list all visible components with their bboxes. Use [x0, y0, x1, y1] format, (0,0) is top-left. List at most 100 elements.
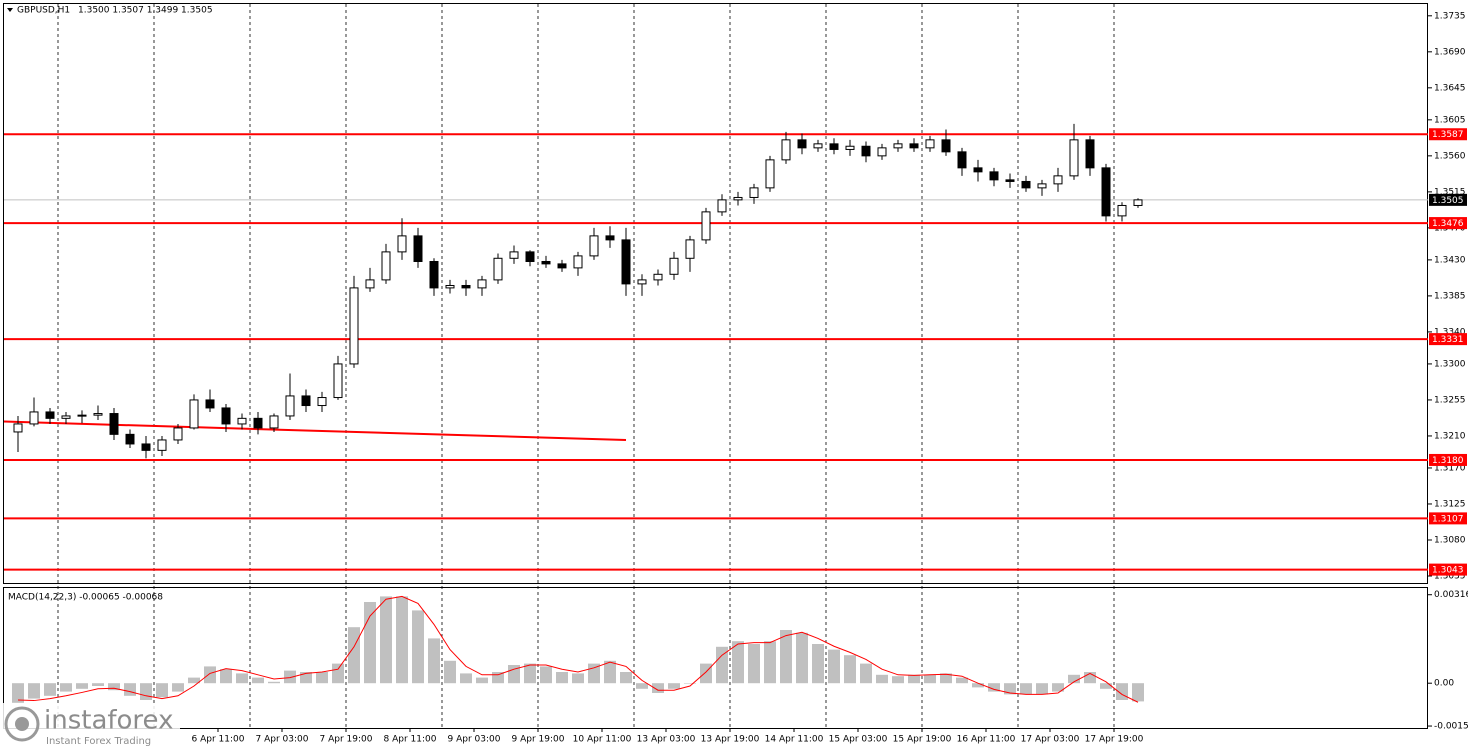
macd-bar — [716, 646, 728, 684]
y-tick-label: 1.3340 — [1434, 327, 1466, 337]
candle-body — [1101, 167, 1111, 217]
candle-body — [77, 414, 87, 417]
candle-body — [381, 251, 391, 281]
macd-bar — [284, 670, 296, 684]
candle-body — [813, 143, 823, 149]
candle-body — [461, 284, 471, 289]
macd-bar — [988, 683, 1000, 692]
y-tick-label: 1.3515 — [1434, 187, 1466, 197]
macd-bar — [316, 672, 328, 684]
logo-icon — [4, 706, 40, 742]
candle-body — [445, 284, 455, 289]
logo-icon-core — [15, 717, 29, 731]
x-tick-label: 8 Apr 11:00 — [384, 735, 437, 745]
candle-body — [733, 196, 743, 201]
x-tick-label: 6 Apr 11:00 — [192, 735, 245, 745]
x-tick-label: 7 Apr 19:00 — [320, 735, 373, 745]
logo-tagline: Instant Forex Trading — [46, 736, 151, 747]
candle-body — [605, 235, 615, 241]
level-label-box — [1429, 217, 1467, 230]
macd-pane — [3, 587, 1428, 729]
candle-body — [797, 139, 807, 149]
macd-bar — [332, 663, 344, 684]
macd-bar — [1068, 674, 1080, 684]
macd-bar — [348, 627, 360, 684]
candle-body — [429, 260, 439, 289]
macd-bar — [844, 655, 856, 684]
candle-body — [1021, 180, 1031, 189]
macd-bar — [764, 641, 776, 684]
menu-arrow — [7, 8, 13, 12]
price-pane — [3, 3, 1428, 584]
macd-bar — [524, 663, 536, 684]
candle-body — [493, 257, 503, 281]
macd-bar — [236, 673, 248, 684]
level-label: 1.3107 — [1432, 514, 1464, 524]
candle-body — [365, 279, 375, 289]
candle-body — [333, 363, 343, 399]
candle-body — [701, 211, 711, 241]
level-label-box — [1429, 563, 1467, 576]
candle-body — [1037, 183, 1047, 189]
y-tick-label: 1.3255 — [1434, 395, 1466, 405]
macd-bar — [44, 683, 56, 696]
candle-body — [1069, 139, 1079, 177]
y-tick-label: 1.3080 — [1434, 535, 1466, 545]
candle-body — [205, 399, 215, 409]
macd-bar — [460, 673, 472, 684]
candle-body — [589, 235, 599, 257]
candle-body — [285, 395, 295, 417]
candle-body — [957, 151, 967, 169]
candle-body — [877, 147, 887, 157]
candle-body — [109, 413, 119, 435]
candle-body — [1133, 199, 1143, 206]
candle-body — [781, 139, 791, 161]
candle-body — [829, 143, 839, 150]
candle-body — [973, 167, 983, 173]
candle-body — [541, 260, 551, 265]
y-tick-label: 1.3645 — [1434, 83, 1466, 93]
candle-body — [317, 397, 327, 407]
candle-body — [29, 411, 39, 425]
macd-bar — [12, 683, 24, 703]
candle-body — [413, 235, 423, 262]
y-tick-label: -0.00153 — [1434, 722, 1468, 732]
level-label: 1.3331 — [1432, 335, 1464, 345]
candle-body — [141, 443, 151, 451]
macd-bar — [556, 672, 568, 684]
x-tick-label: 15 Apr 19:00 — [893, 735, 952, 745]
candle-body — [685, 239, 695, 259]
candle-body — [61, 415, 71, 419]
macd-title: MACD(14,22,3) -0.00065 -0.00068 — [8, 593, 163, 603]
candle-body — [157, 439, 167, 451]
macd-bar — [156, 683, 168, 698]
macd-bar — [1004, 683, 1016, 695]
logo-name: instaforex — [44, 706, 173, 736]
macd-bar — [428, 638, 440, 684]
candle-body — [1085, 139, 1095, 169]
macd-bar — [1100, 683, 1112, 689]
x-tick-label: 14 Apr 11:00 — [765, 735, 824, 745]
macd-bar — [220, 669, 232, 684]
macd-bar — [812, 644, 824, 684]
x-tick-label: 9 Apr 03:00 — [448, 735, 501, 745]
y-tick-label: 1.3385 — [1434, 291, 1466, 301]
macd-bar — [188, 677, 200, 684]
macd-bar — [476, 677, 488, 684]
candle-body — [989, 171, 999, 181]
macd-bar — [924, 674, 936, 684]
level-label-box — [1429, 453, 1467, 466]
level-label: 1.3476 — [1432, 219, 1464, 229]
candle-body — [525, 251, 535, 262]
y-tick-label: 1.3210 — [1434, 431, 1466, 441]
macd-bar — [28, 683, 40, 699]
signal-line — [17, 595, 1139, 703]
macd-bar — [140, 683, 152, 700]
macd-bar — [636, 683, 648, 689]
x-tick-label: 17 Apr 03:00 — [1021, 735, 1080, 745]
macd-bar — [492, 672, 504, 684]
candle-body — [749, 187, 759, 198]
level-label: 1.3043 — [1432, 566, 1464, 576]
